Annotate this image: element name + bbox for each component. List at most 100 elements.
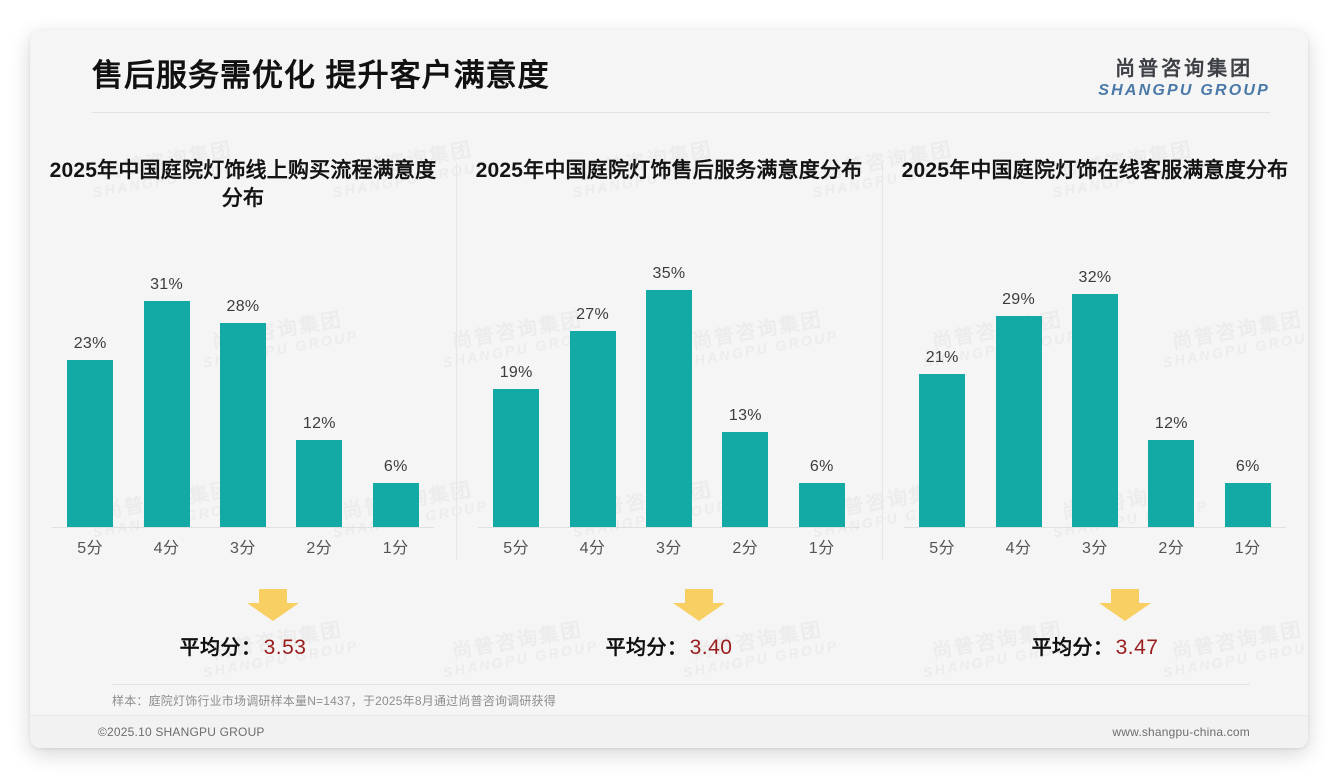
chart-panel-2: 2025年中国庭院灯饰售后服务满意度分布 19% 27% 35% 13% 6% 5分 4分 3分… [456,135,882,680]
bar-group: 19% [480,265,553,527]
chart-title: 2025年中国庭院灯饰线上购买流程满意度分布 [49,159,437,210]
bar[interactable] [1148,439,1195,527]
bar[interactable] [569,330,616,527]
bar-value-label: 6% [809,458,834,476]
chart-plot-area: 19% 27% 35% 13% 6% [478,265,860,528]
bar-value-label: 29% [1002,290,1036,308]
bar-group: 12% [1135,265,1208,527]
header-divider [92,112,1270,113]
website-link[interactable]: www.shangpu-china.com [1112,725,1250,739]
bar[interactable] [798,483,845,527]
page-title: 售后服务需优化 提升客户满意度 [92,58,550,93]
x-axis-tick-label: 5分 [503,540,530,557]
down-arrow-icon [1097,587,1153,623]
bar-group: 35% [633,265,706,527]
x-axis-tick-label: 1分 [1234,540,1261,557]
bar-value-label: 23% [73,334,107,352]
bar[interactable] [143,301,190,527]
bar-group: 6% [359,265,432,527]
brand-name-en: SHANGPU GROUP [1098,82,1270,99]
average-score-label: 平均分： [179,637,262,659]
bar-group: 27% [556,265,629,527]
x-axis-labels: 5分 4分 3分 2分 1分 [52,527,434,565]
bar-value-label: 35% [652,265,686,282]
x-axis-tick-label: 4分 [1005,540,1032,557]
bar[interactable] [67,359,114,527]
x-axis-tick-label: 1分 [808,540,835,557]
average-score-callout: 平均分：3.53 [30,587,456,677]
footer-divider [30,715,1308,716]
bar[interactable] [1224,483,1271,527]
average-score-label: 平均分： [1031,637,1114,659]
footnote-divider [112,684,1250,685]
x-axis-labels: 5分 4分 3分 2分 1分 [904,527,1286,565]
sample-footnote: 样本：庭院灯饰行业市场调研样本量N=1437，于2025年8月通过尚普咨询调研获… [112,694,556,708]
chart-plot-area: 23% 31% 28% 12% 6% [52,265,434,528]
bar-group: 6% [785,265,858,527]
bar[interactable] [296,439,343,527]
slide-card: 尚普咨询集团 SHANGPU GROUP 尚普咨询集团 SHANGPU GROUP 尚普… [30,30,1308,748]
brand-logo: 尚普咨询集团 SHANGPU GROUP [1098,52,1270,100]
bar-group: 6% [1211,265,1284,527]
chart-plot-area: 21% 29% 32% 12% 6% [904,265,1286,528]
bar-group: 32% [1059,265,1132,527]
bar[interactable] [372,483,419,527]
bar-group: 23% [54,265,127,527]
bar-group: 12% [283,265,356,527]
average-score-callout: 平均分：3.47 [882,587,1308,677]
bar[interactable] [645,290,692,527]
panel-divider [882,163,883,560]
bar[interactable] [995,315,1042,527]
x-axis-tick-label: 5分 [929,540,956,557]
bar-value-label: 6% [383,458,408,476]
average-score-value: 3.53 [263,636,307,659]
x-axis-tick-label: 3分 [230,540,256,557]
bar-value-label: 12% [302,414,336,432]
average-score-text: 平均分：3.40 [456,631,882,660]
slide-footer: ©2025.10 SHANGPU GROUP www.shangpu-china… [30,716,1308,748]
bar-value-label: 21% [925,349,959,367]
brand-name-cn: 尚普咨询集团 [1115,58,1254,80]
x-axis-tick-label: 2分 [1158,540,1185,557]
bar[interactable] [219,323,266,527]
bar-chart: 23% 31% 28% 12% 6% 5分 4分 3分 2分 1分 [52,265,434,565]
chart-title: 2025年中国庭院灯饰在线客服满意度分布 [901,159,1289,182]
bar-group: 28% [207,265,280,527]
bar-value-label: 28% [226,298,260,316]
panel-divider [456,163,457,560]
bar[interactable] [1071,294,1118,527]
x-axis-tick-label: 4分 [579,540,606,557]
bar-value-label: 19% [499,363,533,381]
average-score-label: 平均分： [605,637,688,659]
down-arrow-icon [671,587,727,623]
x-axis-tick-label: 4分 [153,540,180,557]
bar-value-label: 13% [728,407,762,425]
bar-value-label: 32% [1078,269,1112,287]
average-score-value: 3.47 [1115,636,1159,659]
chart-panel-3: 2025年中国庭院灯饰在线客服满意度分布 21% 29% 32% 12% 6% 5分 4分 3分… [882,135,1308,680]
chart-panel-1: 2025年中国庭院灯饰线上购买流程满意度分布 23% 31% 28% 12% 6% 5分 4分… [30,135,456,680]
bar[interactable] [493,388,540,527]
x-axis-tick-label: 3分 [656,540,682,557]
average-score-text: 平均分：3.47 [882,631,1308,660]
chart-title: 2025年中国庭院灯饰售后服务满意度分布 [475,159,863,182]
copyright-text: ©2025.10 SHANGPU GROUP [98,725,265,739]
average-score-callout: 平均分：3.40 [456,587,882,677]
average-score-text: 平均分：3.53 [30,631,456,660]
bar-group: 13% [709,265,782,527]
x-axis-tick-label: 2分 [732,540,759,557]
x-axis-tick-label: 1分 [382,540,409,557]
bar-value-label: 6% [1235,458,1260,476]
bar-value-label: 31% [150,276,184,294]
bar-group: 29% [982,265,1055,527]
x-axis-tick-label: 5分 [77,540,104,557]
down-arrow-icon [245,587,301,623]
bar-group: 31% [130,265,203,527]
bar-value-label: 27% [576,305,610,323]
bar[interactable] [919,374,966,527]
x-axis-tick-label: 3分 [1082,540,1108,557]
slide-header: 售后服务需优化 提升客户满意度 尚普咨询集团 SHANGPU GROUP [30,30,1308,112]
bar-chart: 21% 29% 32% 12% 6% 5分 4分 3分 2分 1分 [904,265,1286,565]
bar[interactable] [722,432,769,527]
bar-group: 21% [906,265,979,527]
